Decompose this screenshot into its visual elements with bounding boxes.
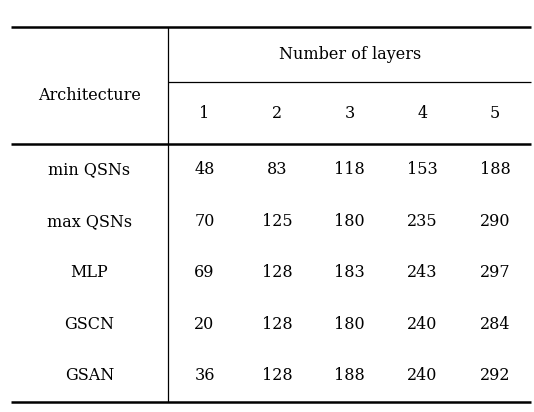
Text: 125: 125: [262, 213, 293, 230]
Text: 128: 128: [262, 265, 293, 281]
Text: 292: 292: [480, 368, 511, 384]
Text: 48: 48: [194, 162, 215, 178]
Text: MLP: MLP: [70, 265, 108, 281]
Text: 2: 2: [272, 105, 282, 122]
Text: 243: 243: [407, 265, 438, 281]
Text: 20: 20: [194, 316, 215, 333]
Text: 188: 188: [480, 162, 511, 178]
Text: 36: 36: [194, 368, 215, 384]
Text: 1: 1: [199, 105, 210, 122]
Text: 128: 128: [262, 368, 293, 384]
Text: 188: 188: [334, 368, 365, 384]
Text: 183: 183: [334, 265, 365, 281]
Text: Number of layers: Number of layers: [279, 46, 421, 63]
Text: 180: 180: [334, 316, 365, 333]
Text: max QSNs: max QSNs: [47, 213, 132, 230]
Text: 4: 4: [418, 105, 427, 122]
Text: 70: 70: [194, 213, 215, 230]
Text: 83: 83: [267, 162, 287, 178]
Text: min QSNs: min QSNs: [49, 162, 130, 178]
Text: 235: 235: [407, 213, 438, 230]
Text: 240: 240: [407, 316, 437, 333]
Text: 153: 153: [407, 162, 438, 178]
Text: 69: 69: [194, 265, 215, 281]
Text: 5: 5: [490, 105, 500, 122]
Text: 128: 128: [262, 316, 293, 333]
Text: 180: 180: [334, 213, 365, 230]
Text: 297: 297: [480, 265, 511, 281]
Text: GSAN: GSAN: [65, 368, 114, 384]
Text: Architecture: Architecture: [38, 87, 141, 104]
Text: 240: 240: [407, 368, 437, 384]
Text: GSCN: GSCN: [65, 316, 114, 333]
Text: 3: 3: [344, 105, 355, 122]
Text: 118: 118: [334, 162, 365, 178]
Text: 284: 284: [480, 316, 511, 333]
Text: 290: 290: [480, 213, 511, 230]
